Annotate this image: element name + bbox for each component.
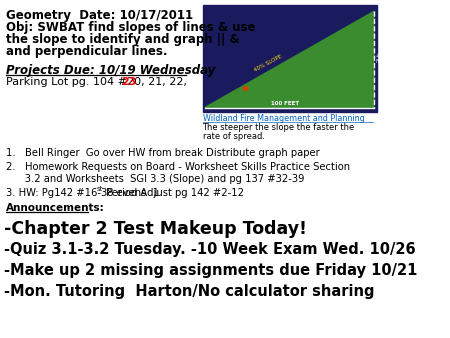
Text: Announcements:: Announcements: [5,203,104,213]
Text: 40% SLOPE: 40% SLOPE [253,54,284,73]
Text: 3.2 and Worksheets  SGI 3.3 (Slope) and pg 137 #32-39: 3.2 and Worksheets SGI 3.3 (Slope) and p… [5,174,304,184]
Text: The steeper the slope the faster the: The steeper the slope the faster the [202,123,355,132]
Text: Parking Lot pg. 104 #20, 21, 22,: Parking Lot pg. 104 #20, 21, 22, [5,77,190,87]
Bar [202,5,378,113]
Text: the slope to identify and graph || &: the slope to identify and graph || & [5,33,239,46]
Text: Obj: SWBAT find slopes of lines & use: Obj: SWBAT find slopes of lines & use [5,21,255,34]
Text: Period Adjust pg 142 #2-12: Period Adjust pg 142 #2-12 [103,188,244,198]
Text: -Quiz 3.1-3.2 Tuesday. -10 Week Exam Wed. 10/26: -Quiz 3.1-3.2 Tuesday. -10 Week Exam Wed… [4,242,415,258]
Text: 3. HW: Pg142 #16-38 evens  1: 3. HW: Pg142 #16-38 evens 1 [5,188,158,198]
Text: 2.   Homework Requests on Board - Worksheet Skills Practice Section: 2. Homework Requests on Board - Workshee… [5,162,350,172]
Text: 100 FEET: 100 FEET [271,100,299,105]
Text: st: st [97,186,103,192]
Text: Geometry  Date: 10/17/2011: Geometry Date: 10/17/2011 [5,9,193,22]
Text: 40
FEET: 40 FEET [376,53,388,64]
Text: Wildland Fire Management and Planning: Wildland Fire Management and Planning [202,115,364,123]
Text: -Make up 2 missing assignments due Friday 10/21: -Make up 2 missing assignments due Frida… [4,263,417,278]
Text: 23: 23 [122,77,137,87]
Text: rate of spread.: rate of spread. [202,132,265,141]
Text: -Chapter 2 Test Makeup Today!: -Chapter 2 Test Makeup Today! [4,220,307,238]
Text: 1.   Bell Ringer  Go over HW from break Distribute graph paper: 1. Bell Ringer Go over HW from break Dis… [5,148,319,158]
Text: Projects Due: 10/19 Wednesday: Projects Due: 10/19 Wednesday [5,64,215,77]
Polygon shape [205,11,374,107]
Text: -Mon. Tutoring  Harton/No calculator sharing: -Mon. Tutoring Harton/No calculator shar… [4,284,374,299]
Text: and perpendicular lines.: and perpendicular lines. [5,45,167,58]
